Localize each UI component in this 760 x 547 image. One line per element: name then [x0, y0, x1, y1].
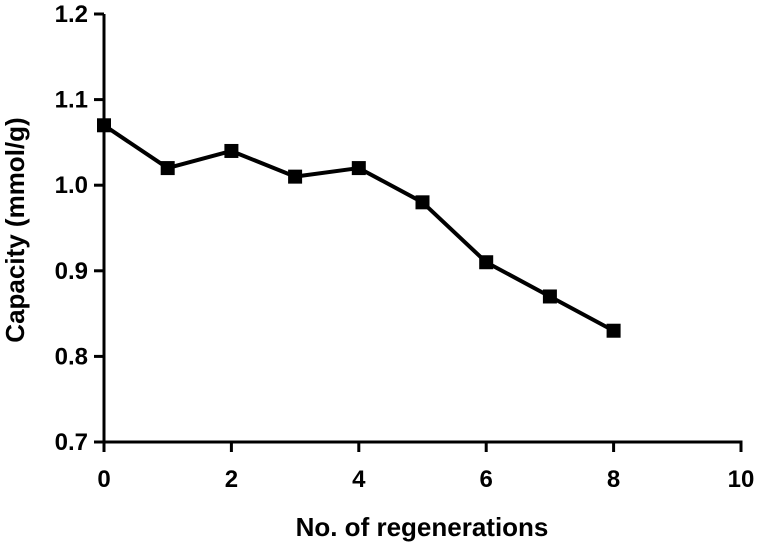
y-tick-label: 0.7	[55, 429, 88, 456]
x-tick-label: 0	[97, 466, 110, 493]
x-tick-label: 10	[728, 466, 755, 493]
x-tick-label: 2	[225, 466, 238, 493]
data-point	[415, 195, 430, 210]
data-series	[97, 118, 621, 338]
data-point	[288, 169, 303, 184]
x-tick-label: 8	[607, 466, 620, 493]
y-tick-label: 1.0	[55, 172, 88, 199]
data-point	[606, 323, 621, 338]
data-point	[224, 143, 239, 158]
y-tick-label: 0.8	[55, 343, 88, 370]
data-point	[479, 255, 494, 270]
data-point	[160, 161, 175, 176]
series-line	[102, 123, 615, 333]
y-tick-label: 0.9	[55, 258, 88, 285]
y-tick-label: 1.1	[55, 87, 88, 114]
y-tick-label: 1.2	[55, 1, 88, 28]
x-tick-label: 4	[352, 466, 366, 493]
x-axis-label: No. of regenerations	[296, 512, 549, 542]
axes: 0.7 0.8 0.9 1.0 1.1 1.2 0 2 4 6 8 10	[55, 1, 755, 493]
y-axis-label: Capacity (mmol/g)	[0, 117, 30, 342]
data-point	[97, 118, 111, 133]
data-point	[351, 161, 366, 176]
x-tick-label: 6	[480, 466, 493, 493]
data-point	[542, 289, 557, 304]
